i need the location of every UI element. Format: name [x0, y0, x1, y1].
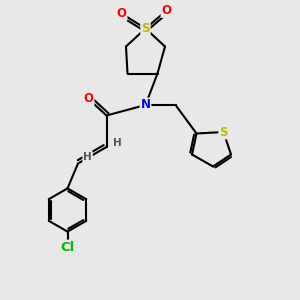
Text: Cl: Cl — [60, 241, 75, 254]
Text: S: S — [141, 22, 150, 35]
Text: H: H — [83, 152, 92, 162]
Text: O: O — [161, 4, 172, 17]
Text: S: S — [219, 125, 228, 139]
Text: O: O — [116, 7, 127, 20]
Text: N: N — [140, 98, 151, 112]
Text: O: O — [83, 92, 94, 106]
Text: H: H — [112, 137, 122, 148]
